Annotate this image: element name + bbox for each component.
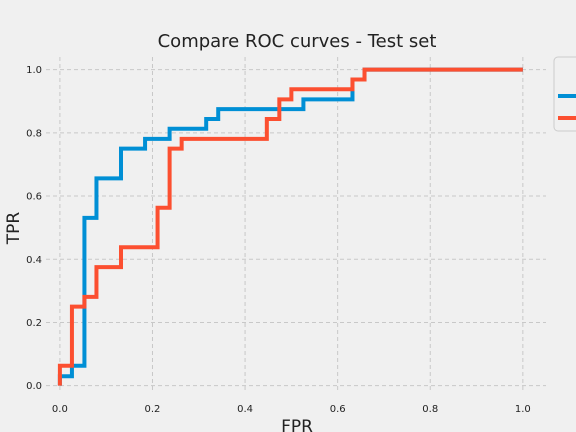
- y-tick-label: 0.4: [26, 255, 42, 266]
- x-tick-labels: 0.0 0.2 0.4 0.6 0.8 1.0: [52, 404, 531, 415]
- y-tick-label: 0.6: [26, 192, 42, 203]
- x-tick-label: 0.0: [52, 404, 68, 415]
- series-line-2: [57, 67, 523, 386]
- y-tick-labels: 0.0 0.2 0.4 0.6 0.8 1.0: [26, 65, 42, 392]
- x-tick-label: 0.8: [422, 404, 438, 415]
- x-tick-label: 0.2: [145, 404, 161, 415]
- series-line-1: [57, 67, 523, 386]
- y-tick-label: 0.8: [26, 128, 42, 139]
- x-tick-label: 0.4: [237, 404, 253, 415]
- chart-title: Compare ROC curves - Test set: [158, 31, 437, 52]
- series-lines: [57, 67, 523, 386]
- x-axis-label: FPR: [281, 417, 313, 432]
- y-tick-label: 0.0: [26, 381, 42, 392]
- x-tick-label: 0.6: [330, 404, 346, 415]
- x-tick-label: 1.0: [515, 404, 531, 415]
- legend: [553, 56, 576, 132]
- y-tick-label: 1.0: [26, 65, 42, 76]
- y-tick-label: 0.2: [26, 318, 42, 329]
- y-axis-label: TPR: [4, 212, 24, 246]
